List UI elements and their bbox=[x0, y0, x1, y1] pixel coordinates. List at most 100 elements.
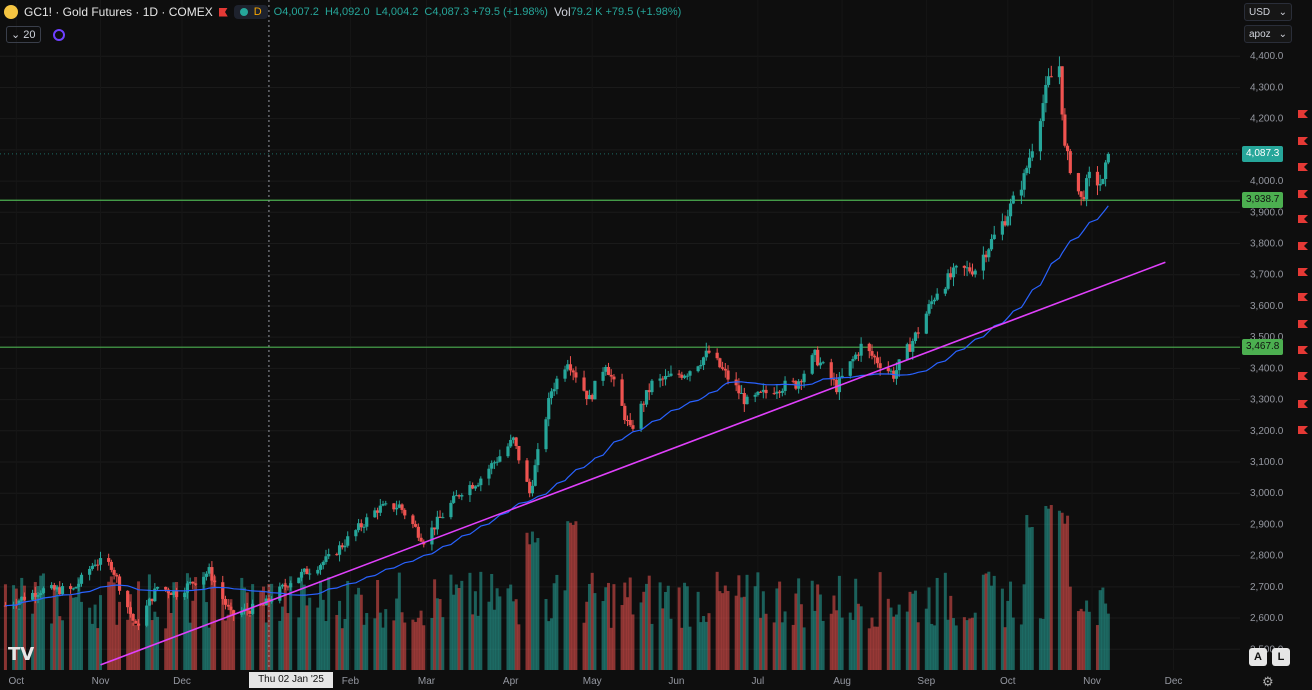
candle-body bbox=[810, 355, 814, 374]
candle-body bbox=[666, 375, 670, 377]
candle-body bbox=[791, 380, 795, 382]
volume-bar bbox=[530, 531, 534, 670]
y-tick-label: 3,200.0 bbox=[1250, 426, 1284, 437]
volume-bar bbox=[153, 611, 157, 670]
volume-bar bbox=[321, 599, 325, 670]
auto-scale-button[interactable]: A bbox=[1249, 648, 1267, 666]
currency-select[interactable]: USD ⌄ bbox=[1244, 3, 1292, 21]
candle-body bbox=[544, 419, 548, 450]
volume-bar bbox=[96, 628, 100, 670]
volume-bar bbox=[112, 582, 116, 670]
volume-bar bbox=[1038, 618, 1042, 670]
candle-body bbox=[644, 390, 649, 405]
candle-body bbox=[696, 366, 700, 372]
scale-label: apoz bbox=[1249, 28, 1271, 40]
candle-body bbox=[658, 378, 662, 381]
symbol-title[interactable]: GC1! · Gold Futures · 1D · COMEX bbox=[24, 5, 213, 19]
volume-bar bbox=[60, 620, 64, 670]
candle-body bbox=[384, 503, 388, 505]
candle-body bbox=[981, 254, 985, 271]
gear-icon[interactable]: ⚙ bbox=[1262, 674, 1274, 689]
volume-bar bbox=[930, 623, 934, 670]
log-scale-button[interactable]: L bbox=[1272, 648, 1290, 666]
indicator-settings-icon[interactable] bbox=[52, 28, 65, 41]
candle-body bbox=[185, 583, 190, 593]
volume-bar bbox=[33, 582, 37, 670]
volume-bar bbox=[506, 588, 510, 670]
volume-bar bbox=[1101, 587, 1105, 670]
candle-body bbox=[1084, 178, 1089, 200]
candle-body bbox=[476, 485, 480, 487]
candle-body bbox=[145, 605, 149, 626]
event-flag-icon bbox=[1298, 372, 1308, 380]
candle-body bbox=[816, 349, 820, 366]
candle-body bbox=[473, 486, 477, 489]
volume-bar bbox=[359, 594, 363, 670]
candle-body bbox=[984, 254, 988, 258]
market-status[interactable]: D bbox=[233, 5, 268, 19]
candle-body bbox=[859, 343, 863, 356]
volume-bar bbox=[601, 601, 605, 670]
volume-bar bbox=[688, 626, 692, 670]
volume-bar bbox=[1066, 515, 1070, 670]
ma-indicator[interactable]: ⌄ 20 bbox=[6, 26, 41, 43]
volume-bar bbox=[818, 594, 822, 670]
volume-bar bbox=[495, 588, 499, 670]
volume-bar bbox=[639, 602, 643, 670]
candle-body bbox=[150, 598, 154, 602]
volume-bar bbox=[835, 610, 839, 670]
x-tick-label: Apr bbox=[503, 676, 519, 687]
scale-select[interactable]: apoz ⌄ bbox=[1244, 25, 1292, 43]
candle-body bbox=[631, 425, 635, 429]
candle-body bbox=[188, 581, 192, 584]
volume-bar bbox=[913, 590, 917, 670]
candle-body bbox=[1000, 221, 1004, 235]
volume-bar bbox=[479, 571, 483, 670]
volume-bar bbox=[373, 618, 377, 670]
open-value: O4,007.2 bbox=[273, 6, 319, 18]
volume-bar bbox=[1068, 586, 1072, 670]
volume-bar bbox=[916, 622, 920, 670]
candle-body bbox=[90, 565, 94, 569]
moving-average-line bbox=[5, 205, 1109, 607]
volume-bar bbox=[492, 609, 496, 670]
volume-bar bbox=[1082, 611, 1086, 670]
x-tick-label: Nov bbox=[92, 676, 110, 687]
volume-bar bbox=[297, 617, 301, 670]
volume-bar bbox=[99, 595, 103, 670]
volume-bar bbox=[574, 521, 578, 670]
candle-body bbox=[682, 375, 687, 378]
volume-bar bbox=[164, 628, 168, 670]
candle-body bbox=[359, 523, 363, 528]
candle-body bbox=[50, 585, 54, 589]
volume-bar bbox=[55, 585, 59, 670]
candle-body bbox=[574, 372, 578, 378]
volume-bar bbox=[308, 597, 312, 670]
candle-body bbox=[715, 352, 719, 359]
volume-bar bbox=[392, 620, 396, 670]
candle-body bbox=[479, 478, 483, 486]
candle-body bbox=[1082, 196, 1086, 200]
x-tick-label: Feb bbox=[342, 676, 360, 687]
volume-bar bbox=[582, 622, 586, 670]
volume-bar bbox=[441, 617, 445, 670]
volume-bar bbox=[1011, 617, 1015, 670]
volume-bar bbox=[870, 617, 874, 670]
volume-bar bbox=[799, 604, 803, 670]
candle-body bbox=[1098, 184, 1102, 186]
candle-body bbox=[30, 592, 35, 600]
candle-body bbox=[69, 586, 73, 589]
volume-bar bbox=[346, 580, 350, 670]
candle-body bbox=[723, 368, 727, 371]
volume-bar bbox=[232, 613, 236, 670]
candle-body bbox=[726, 370, 730, 380]
candle-body bbox=[707, 350, 711, 353]
volume-bar bbox=[400, 612, 404, 670]
volume-bar bbox=[1063, 523, 1067, 670]
volume-bar bbox=[460, 580, 464, 670]
candle-body bbox=[1076, 173, 1081, 192]
candle-body bbox=[1104, 162, 1108, 179]
candle-body bbox=[1063, 114, 1067, 146]
candle-body bbox=[1046, 76, 1051, 85]
